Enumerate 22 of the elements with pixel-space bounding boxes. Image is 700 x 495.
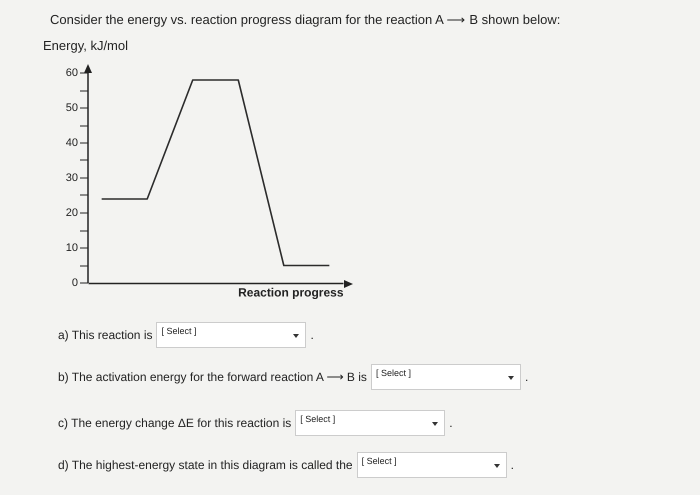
dropdown: [ Select ] <box>156 322 306 348</box>
y-tick-label: 50 <box>66 102 78 114</box>
y-tick-label: 30 <box>66 172 78 184</box>
text: c) The energy change ΔE for this reaction is <box>58 416 292 430</box>
text: d) The highest-energy state in this diagram is called the <box>58 458 353 472</box>
dropdown: [ Select ] <box>295 410 446 436</box>
dropdown: [ Select ] <box>370 364 521 390</box>
y-tick-label: 60 <box>66 67 78 79</box>
dropdown: [ Select ] <box>356 452 507 478</box>
x-axis-title: Reaction progress <box>238 286 344 300</box>
text: b) The activation energy for the forward reaction A ⟶ B is <box>58 370 367 384</box>
text: . <box>310 328 314 342</box>
y-tick-label: 0 <box>72 277 78 289</box>
text: . <box>524 370 528 384</box>
text: . <box>510 458 514 472</box>
y-tick-label: 10 <box>66 242 78 254</box>
y-axis-title: Energy, kJ/mol <box>43 38 128 53</box>
text: a) This reaction is <box>58 328 152 342</box>
text: . <box>449 416 453 430</box>
y-tick-label: 20 <box>66 207 78 219</box>
y-tick-label: 40 <box>66 137 78 149</box>
chart-title: Consider the energy vs. reaction progress diagram for the reaction A ⟶ B shown below: <box>50 12 560 27</box>
